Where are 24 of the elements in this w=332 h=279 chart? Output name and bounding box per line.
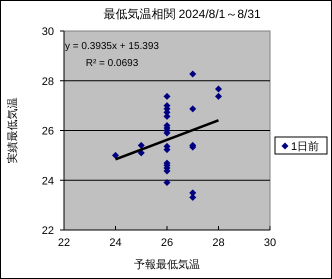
x-tick-label: 24 — [109, 237, 122, 249]
point — [215, 85, 222, 92]
chart-title: 最低気温相関 2024/8/1～8/31 — [103, 7, 262, 21]
y-tick-label: 24 — [42, 175, 54, 188]
y-tick-label: 26 — [42, 126, 54, 138]
x-axis-title: 予報最低気温 — [134, 259, 200, 271]
y-tick-label: 28 — [42, 76, 54, 88]
point — [164, 178, 170, 186]
y-tick-label: 22 — [42, 225, 54, 237]
x-tick-label: 22 — [58, 237, 70, 249]
x-tick-label: 30 — [264, 237, 276, 249]
legend-label: 1日前 — [291, 141, 320, 153]
y-axis-title: 実績最低気温 — [6, 98, 19, 164]
point — [164, 92, 170, 100]
point — [189, 70, 196, 78]
x-tick-label: 26 — [160, 237, 174, 249]
y-tick-label: 30 — [42, 26, 54, 38]
point — [138, 142, 145, 149]
annotation: R² = 0.0693 — [86, 58, 139, 69]
annotation: y = 0.3935x + 15.393 — [65, 41, 160, 52]
point — [215, 92, 222, 100]
point — [189, 105, 196, 112]
point — [112, 152, 119, 159]
x-tick-label: 28 — [212, 237, 225, 249]
